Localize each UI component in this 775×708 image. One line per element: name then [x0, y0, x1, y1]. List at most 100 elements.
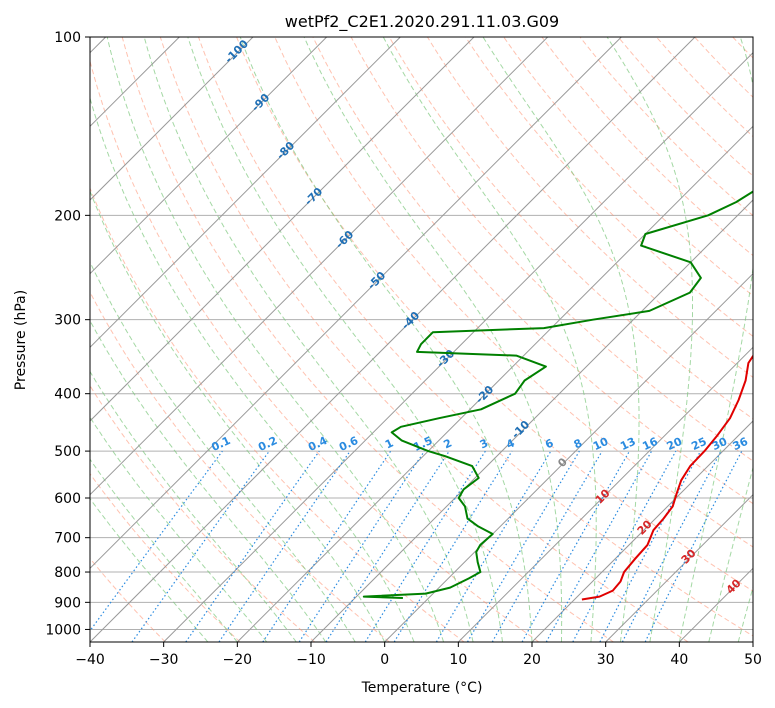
isotherm-label: -50 — [365, 269, 388, 292]
mixing-ratio-line — [491, 450, 603, 642]
mixing-ratio-line — [364, 450, 486, 642]
dry-adiabat-line — [274, 37, 753, 548]
x-tick-label: −40 — [75, 652, 105, 668]
isotherm-line — [163, 51, 753, 642]
x-tick-label: −20 — [223, 652, 253, 668]
mixing-ratio-line — [90, 450, 223, 632]
mixing-ratio-label: 2 — [442, 436, 454, 451]
isotherm-line — [90, 37, 401, 349]
x-tick-label: −30 — [149, 652, 179, 668]
temperature-profile-line — [581, 354, 753, 601]
moist-adiabat-line — [143, 37, 474, 642]
dry-adiabat-line — [159, 37, 689, 642]
isotherm-line — [90, 37, 328, 275]
y-tick-label: 600 — [54, 491, 81, 507]
dry-adiabat-line — [656, 37, 753, 138]
y-tick-label: 500 — [54, 444, 81, 460]
plot-area: 0.1 0.2 0.4 0.6 1 1.5 2 3 4 6 8 10 13 16 20 25 30 36-100-… — [90, 37, 775, 642]
x-tick-label: 30 — [597, 652, 615, 668]
y-tick-label: 100 — [54, 30, 81, 46]
moist-adiabat-line — [678, 37, 753, 642]
mixing-ratio-line — [521, 450, 631, 642]
dry-adiabat-line — [694, 37, 753, 98]
mixing-ratio-line — [218, 450, 351, 642]
dry-adiabat-line — [90, 472, 241, 642]
moist-adiabat-line — [239, 37, 533, 642]
mixing-ratio-line — [393, 450, 513, 642]
isotherm-line — [752, 641, 753, 642]
x-tick-label: 50 — [744, 652, 762, 668]
dry-adiabat-line — [426, 37, 753, 378]
dry-adiabat-line — [90, 291, 390, 642]
dry-adiabat-line — [90, 59, 540, 642]
dry-adiabat-line — [90, 186, 465, 642]
chart-title: wetPf2_C2E1.2020.291.11.03.G09 — [285, 12, 559, 32]
dry-adiabat-line — [90, 384, 316, 642]
x-axis: −40 −30 −20 −10 0 10 20 30 40 50 — [75, 642, 762, 668]
y-axis-label: Pressure (hPa) — [13, 290, 29, 390]
dry-adiabat-line — [121, 37, 614, 642]
moist-adiabat-line — [187, 37, 503, 642]
isotherm-line — [90, 37, 622, 570]
mixing-ratio-label: 36 — [731, 435, 751, 453]
isotherm-line — [384, 272, 753, 642]
mixing-ratio-label: 16 — [640, 435, 660, 453]
isotherm-label: -10 — [509, 418, 532, 441]
mixing-ratio-label: 25 — [689, 435, 708, 453]
dry-adiabat-line — [465, 37, 753, 337]
mixing-ratio-line — [131, 450, 270, 642]
dry-adiabat-line — [503, 37, 753, 297]
y-tick-label: 800 — [54, 565, 81, 581]
dry-adiabat-line — [732, 37, 753, 59]
mixing-ratio-label: 20 — [665, 435, 685, 453]
isotherm-line — [90, 37, 696, 642]
mixing-ratio-line — [545, 450, 653, 642]
dewpoint-profile-line — [362, 190, 753, 599]
dry-adiabat-line — [350, 37, 753, 462]
moist-adiabat-line — [106, 37, 445, 642]
moist-adiabat-line — [90, 189, 386, 642]
isotherm-label: 0 — [555, 455, 570, 470]
y-tick-label: 900 — [54, 595, 81, 611]
isotherm-line — [605, 493, 753, 642]
y-tick-label: 1000 — [45, 622, 81, 638]
y-tick-label: 700 — [54, 531, 81, 547]
mixing-ratio-label: 13 — [618, 435, 637, 453]
y-axis: 100 200 300 400 500 600 700 800 900 1000 — [45, 30, 90, 638]
moist-adiabat-line — [90, 458, 238, 642]
mixing-ratio-label: 6 — [543, 436, 556, 451]
mixing-ratio-line — [572, 450, 677, 642]
x-axis-label: Temperature (°C) — [361, 680, 483, 696]
moist-adiabat-line — [90, 319, 327, 642]
isotherm-line — [90, 37, 549, 496]
dry-adiabat-line — [388, 37, 753, 420]
moist-adiabat-line — [90, 260, 356, 642]
mixing-ratio-line — [185, 450, 320, 642]
isotherm-line — [90, 37, 254, 201]
isotherm-line — [90, 37, 475, 422]
y-tick-label: 200 — [54, 208, 81, 224]
isotherm-label: -80 — [274, 139, 297, 162]
isotherm-line — [310, 199, 753, 642]
isotherm-label: -30 — [434, 347, 457, 370]
mixing-ratio-label: 1 — [383, 436, 395, 451]
mixing-ratio-line — [435, 450, 552, 642]
x-tick-label: 20 — [523, 652, 541, 668]
dry-adiabat-line — [312, 37, 753, 505]
isotherm-line — [457, 346, 753, 642]
moist-adiabat-line — [90, 416, 268, 642]
x-tick-label: 0 — [380, 652, 389, 668]
y-tick-label: 300 — [54, 313, 81, 329]
mixing-ratio-label: 30 — [710, 435, 730, 453]
isotherm-label: 40 — [724, 576, 744, 596]
x-tick-label: 10 — [449, 652, 467, 668]
moist-adiabat-line — [606, 37, 693, 642]
isotherm-line — [531, 420, 753, 642]
x-tick-label: 40 — [670, 652, 688, 668]
mixing-ratio-label: 10 — [591, 435, 611, 453]
dry-adiabat-line — [771, 37, 775, 642]
moist-adiabat-line — [737, 585, 753, 642]
moist-adiabat-line — [303, 37, 563, 642]
moist-adiabat-line — [90, 497, 209, 642]
